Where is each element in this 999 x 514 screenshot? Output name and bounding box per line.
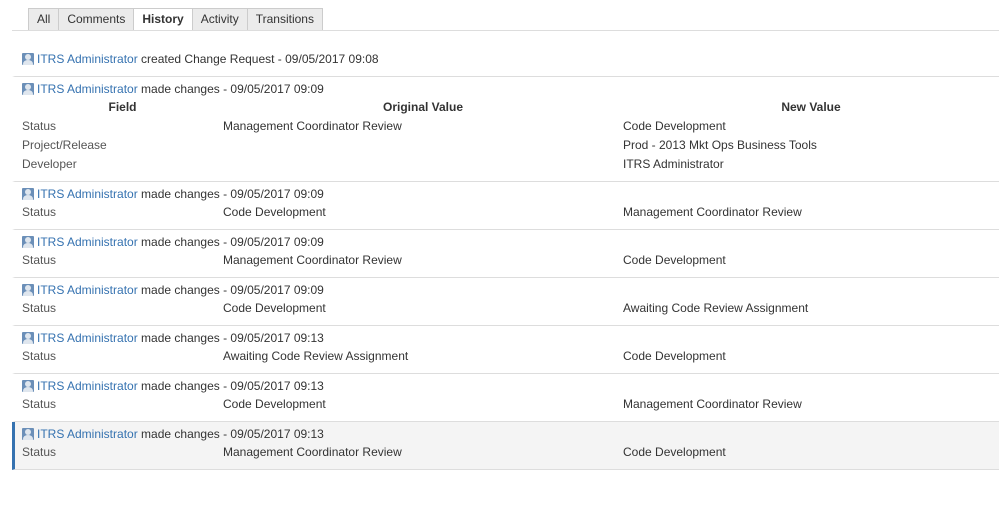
entry-header: ITRS Administrator made changes - 09/05/… <box>22 425 999 443</box>
entry-action: made changes - 09/05/2017 09:13 <box>141 379 324 393</box>
history-list: ITRS Administrator created Change Reques… <box>12 48 999 470</box>
user-link[interactable]: ITRS Administrator <box>37 427 138 441</box>
change-row: Status Code Development Management Coordin… <box>22 395 999 414</box>
user-link[interactable]: ITRS Administrator <box>37 379 138 393</box>
change-row: Status Management Coordinator Review Code … <box>22 443 999 462</box>
entry-action: made changes - 09/05/2017 09:13 <box>141 427 324 441</box>
user-link[interactable]: ITRS Administrator <box>37 187 138 201</box>
original-value: Code Development <box>223 205 326 219</box>
new-value: Code Development <box>623 119 726 133</box>
header-new-value: New Value <box>781 100 841 114</box>
original-value: Awaiting Code Review Assignment <box>223 349 409 363</box>
entry-header: ITRS Administrator made changes - 09/05/… <box>22 377 999 395</box>
entry-header: ITRS Administrator created Change Reques… <box>22 50 999 68</box>
column-headers: Field Original Value New Value <box>22 98 999 117</box>
new-value: Management Coordinator Review <box>623 397 802 411</box>
field-name: Project/Release <box>22 138 107 152</box>
history-entry: ITRS Administrator made changes - 09/05/… <box>12 422 999 470</box>
tab-history[interactable]: History <box>133 8 193 31</box>
change-row: Status Code Development Awaiting Code Revi… <box>22 299 999 318</box>
new-value: Code Development <box>623 253 726 267</box>
change-row: Status Management Coordinator Review Code … <box>22 117 999 136</box>
entry-header: ITRS Administrator made changes - 09/05/… <box>22 329 999 347</box>
change-row: Project/Release Prod - 2013 Mkt Ops Busin… <box>22 136 999 155</box>
history-entry: ITRS Administrator made changes - 09/05/… <box>12 77 999 182</box>
activity-tabs: All Comments History Activity Transitions <box>28 8 323 31</box>
history-entry: ITRS Administrator made changes - 09/05/… <box>12 182 999 230</box>
entry-action: made changes - 09/05/2017 09:09 <box>141 82 324 96</box>
change-row: Developer ITRS Administrator <box>22 155 999 174</box>
original-value: Management Coordinator Review <box>223 119 402 133</box>
user-link[interactable]: ITRS Administrator <box>37 235 138 249</box>
user-avatar-icon <box>22 284 34 296</box>
field-name: Status <box>22 119 57 133</box>
entry-action: made changes - 09/05/2017 09:09 <box>141 235 324 249</box>
history-entry: ITRS Administrator created Change Reques… <box>12 48 999 77</box>
header-field: Field <box>108 100 137 114</box>
entry-action: made changes - 09/05/2017 09:09 <box>141 283 324 297</box>
history-entry: ITRS Administrator made changes - 09/05/… <box>12 326 999 374</box>
user-avatar-icon <box>22 188 34 200</box>
field-name: Status <box>22 397 57 411</box>
history-entry: ITRS Administrator made changes - 09/05/… <box>12 230 999 278</box>
entry-action: made changes - 09/05/2017 09:09 <box>141 187 324 201</box>
change-row: Status Code Development Management Coordin… <box>22 203 999 222</box>
tab-comments[interactable]: Comments <box>58 8 135 30</box>
field-name: Status <box>22 349 57 363</box>
user-avatar-icon <box>22 53 34 65</box>
field-name: Developer <box>22 157 77 171</box>
new-value: Code Development <box>623 445 726 459</box>
user-avatar-icon <box>22 83 34 95</box>
change-row: Status Awaiting Code Review Assignment Cod… <box>22 347 999 366</box>
field-name: Status <box>22 253 57 267</box>
entry-action: created Change Request - 09/05/2017 09:0… <box>141 52 379 66</box>
new-value: Prod - 2013 Mkt Ops Business Tools <box>623 138 817 152</box>
tab-activity[interactable]: Activity <box>191 8 248 30</box>
user-link[interactable]: ITRS Administrator <box>37 82 138 96</box>
history-entry: ITRS Administrator made changes - 09/05/… <box>12 374 999 422</box>
user-avatar-icon <box>22 236 34 248</box>
user-avatar-icon <box>22 332 34 344</box>
user-avatar-icon <box>22 380 34 392</box>
original-value <box>223 136 623 155</box>
entry-header: ITRS Administrator made changes - 09/05/… <box>22 233 999 251</box>
original-value: Management Coordinator Review <box>223 445 402 459</box>
new-value: ITRS Administrator <box>623 157 724 171</box>
original-value: Code Development <box>223 301 326 315</box>
original-value: Code Development <box>223 397 326 411</box>
user-link[interactable]: ITRS Administrator <box>37 283 138 297</box>
tab-divider <box>12 30 999 31</box>
field-name: Status <box>22 445 57 459</box>
new-value: Code Development <box>623 349 726 363</box>
field-name: Status <box>22 205 57 219</box>
original-value <box>223 155 623 174</box>
header-original-value: Original Value <box>382 100 464 114</box>
entry-header: ITRS Administrator made changes - 09/05/… <box>22 80 999 98</box>
entry-header: ITRS Administrator made changes - 09/05/… <box>22 185 999 203</box>
field-name: Status <box>22 301 57 315</box>
user-link[interactable]: ITRS Administrator <box>37 52 138 66</box>
history-entry: ITRS Administrator made changes - 09/05/… <box>12 278 999 326</box>
entry-action: made changes - 09/05/2017 09:13 <box>141 331 324 345</box>
user-link[interactable]: ITRS Administrator <box>37 331 138 345</box>
tab-transitions[interactable]: Transitions <box>246 8 323 30</box>
original-value: Management Coordinator Review <box>223 253 402 267</box>
new-value: Awaiting Code Review Assignment <box>623 301 809 315</box>
new-value: Management Coordinator Review <box>623 205 802 219</box>
entry-header: ITRS Administrator made changes - 09/05/… <box>22 281 999 299</box>
user-avatar-icon <box>22 428 34 440</box>
tab-all[interactable]: All <box>28 8 60 30</box>
change-row: Status Management Coordinator Review Code … <box>22 251 999 270</box>
